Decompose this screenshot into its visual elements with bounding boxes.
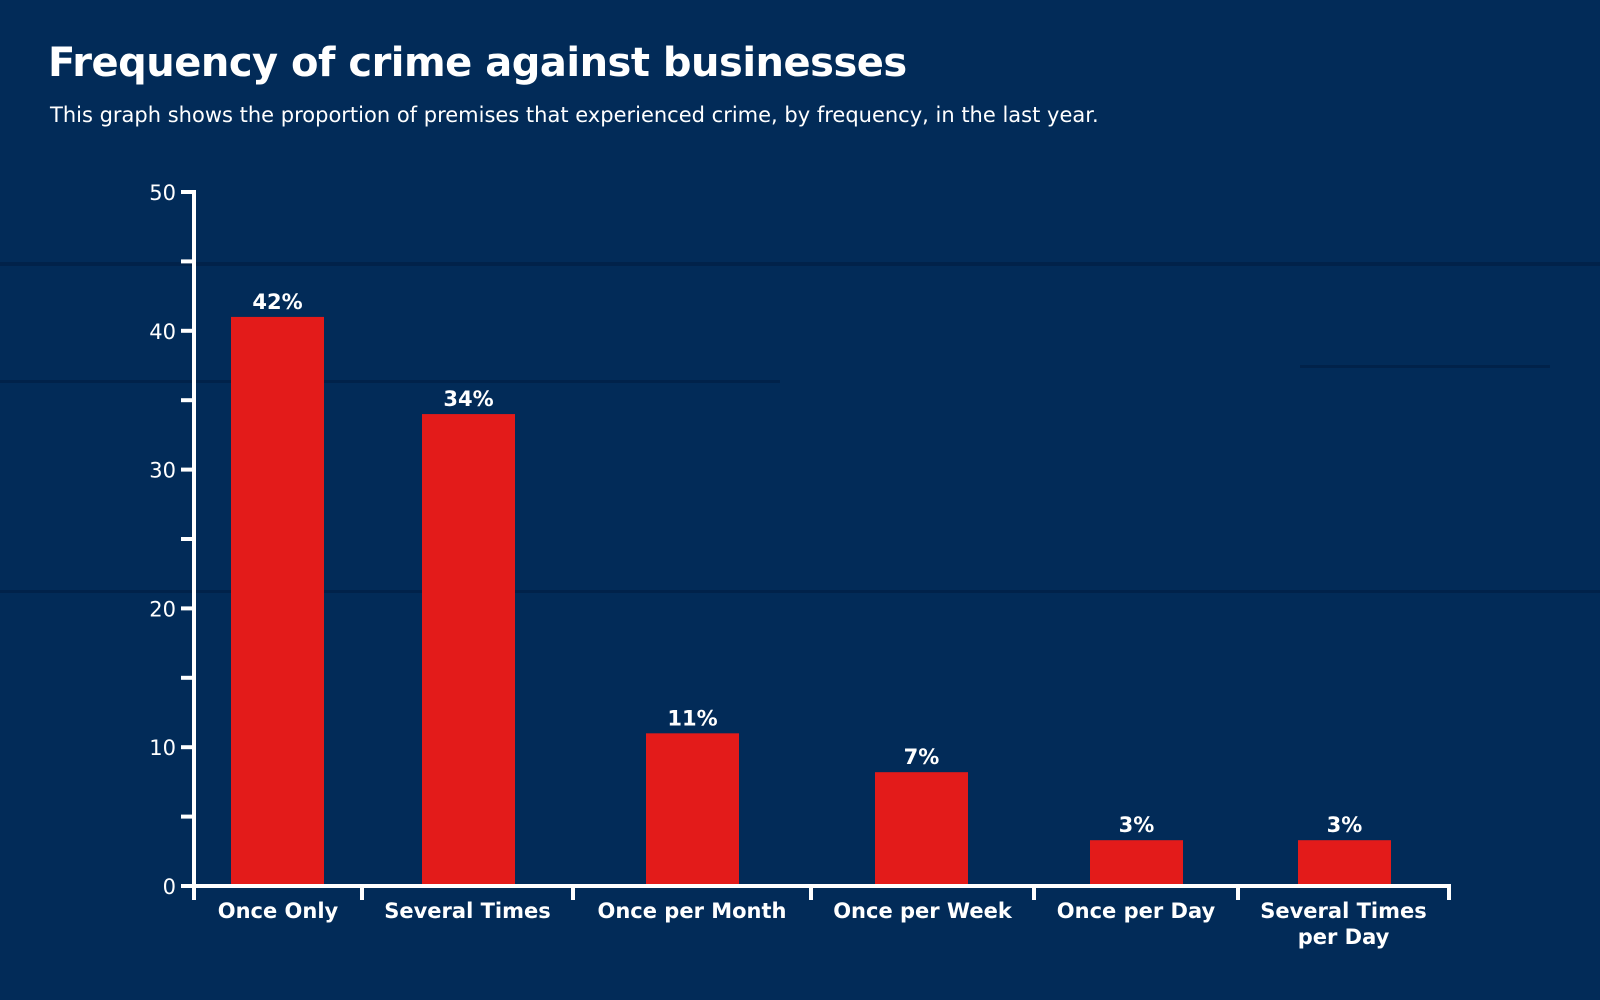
data-label: 34% <box>443 387 493 411</box>
bar-once-per-week <box>875 772 968 884</box>
x-tick-label: Once Only <box>218 899 339 923</box>
y-tick-label: 10 <box>149 736 176 760</box>
y-tick-label: 40 <box>149 320 176 344</box>
bar-once-per-month <box>646 733 739 884</box>
data-label: 3% <box>1327 813 1363 837</box>
y-tick-label: 50 <box>149 181 176 205</box>
x-tick-label: per Day <box>1298 925 1390 949</box>
y-tick-label: 30 <box>149 459 176 483</box>
x-tick-label: Once per Week <box>833 899 1013 923</box>
background-drawing-line <box>0 380 780 383</box>
bar-once-per-day <box>1090 840 1183 884</box>
chart-subtitle: This graph shows the proportion of premi… <box>50 103 1099 127</box>
y-tick-label: 20 <box>149 597 176 621</box>
x-tick-label: Several Times <box>1260 899 1426 923</box>
bar-several-times-per-day <box>1298 840 1391 884</box>
bar-once-only <box>231 316 324 884</box>
x-tick-label: Once per Month <box>597 899 786 923</box>
bar-several-times <box>422 414 515 884</box>
data-label: 42% <box>252 290 302 314</box>
y-tick-label: 0 <box>163 875 176 899</box>
x-tick-label: Several Times <box>384 899 550 923</box>
x-tick-label: Once per Day <box>1057 899 1216 923</box>
background-drawing-line <box>0 262 1600 266</box>
chart-title: Frequency of crime against businesses <box>48 40 907 86</box>
data-label: 11% <box>667 706 717 730</box>
data-label: 7% <box>904 745 940 769</box>
data-label: 3% <box>1119 813 1155 837</box>
background-drawing-line <box>1300 365 1550 368</box>
background-drawing-line <box>0 590 1600 593</box>
